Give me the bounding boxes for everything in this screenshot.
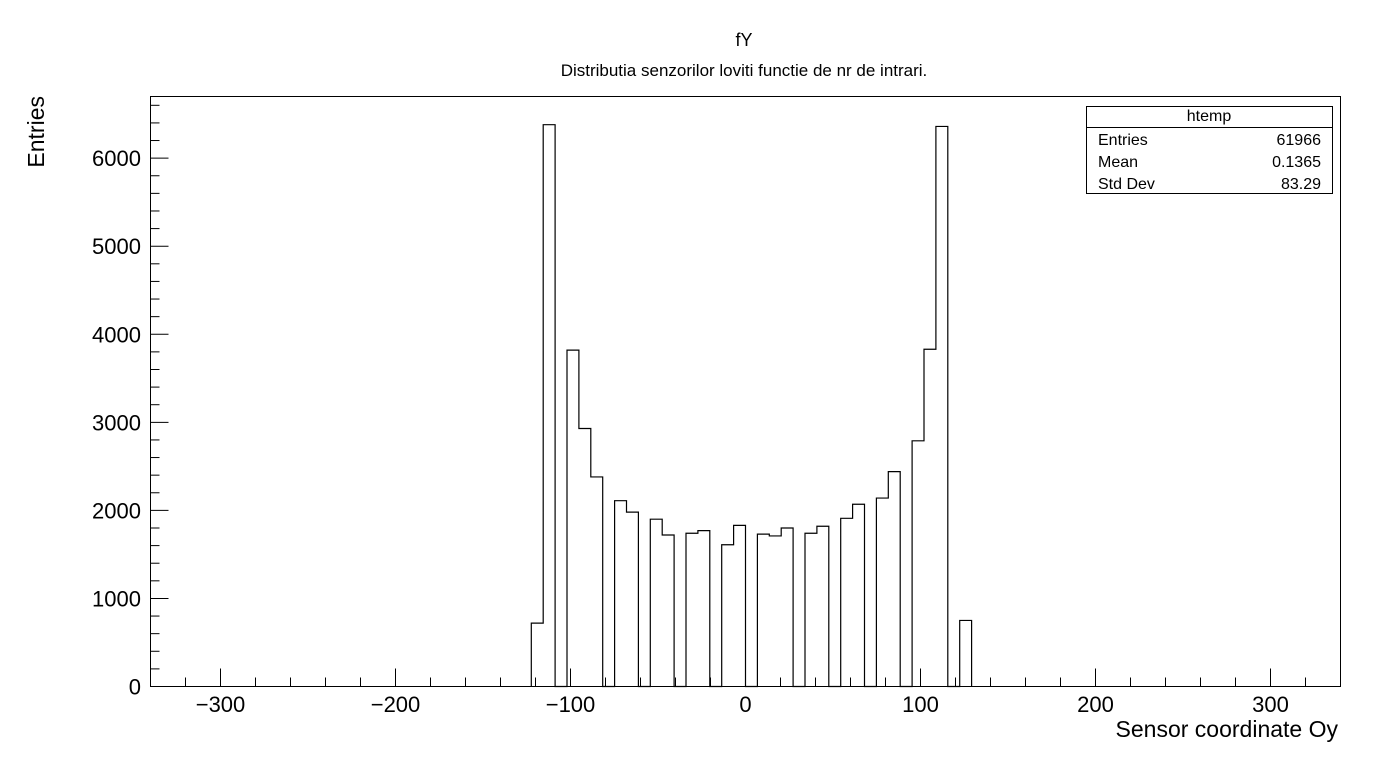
stats-stddev-value: 83.29 [1281,176,1321,193]
x-axis-ticks [150,668,1341,687]
y-tick-label: 0 [129,675,141,700]
stats-box: htemp Entries 61966 Mean 0.1365 Std Dev … [1086,106,1333,194]
x-tick-label: 300 [1252,692,1289,717]
stats-mean-value: 0.1365 [1272,154,1321,171]
y-axis-tick-labels: 0 1000 2000 3000 4000 5000 6000 [92,146,141,699]
chart-title: fY [735,30,752,50]
x-tick-label: −100 [546,692,596,717]
x-tick-label: 0 [739,692,751,717]
stats-entries-value: 61966 [1277,132,1322,149]
x-tick-label: −300 [196,692,246,717]
y-tick-label: 5000 [92,234,141,259]
x-axis-label: Sensor coordinate Oy [1116,716,1339,742]
stats-stddev-label: Std Dev [1098,176,1155,193]
y-tick-label: 1000 [92,586,141,611]
y-axis-ticks [150,104,169,687]
y-tick-label: 3000 [92,410,141,435]
stats-box-title: htemp [1187,108,1232,125]
stats-mean-label: Mean [1098,154,1138,171]
stats-entries-label: Entries [1098,132,1148,149]
y-tick-label: 2000 [92,498,141,523]
chart-subtitle: Distributia senzorilor loviti functie de… [561,61,928,80]
x-tick-label: 200 [1077,692,1114,717]
y-axis-label: Entries [23,96,49,168]
y-tick-label: 4000 [92,322,141,347]
x-tick-label: 100 [902,692,939,717]
x-tick-label: −200 [371,692,421,717]
histogram-series [530,124,973,688]
y-tick-label: 6000 [92,146,141,171]
x-axis-tick-labels: −300 −200 −100 0 100 200 300 [196,692,1289,717]
